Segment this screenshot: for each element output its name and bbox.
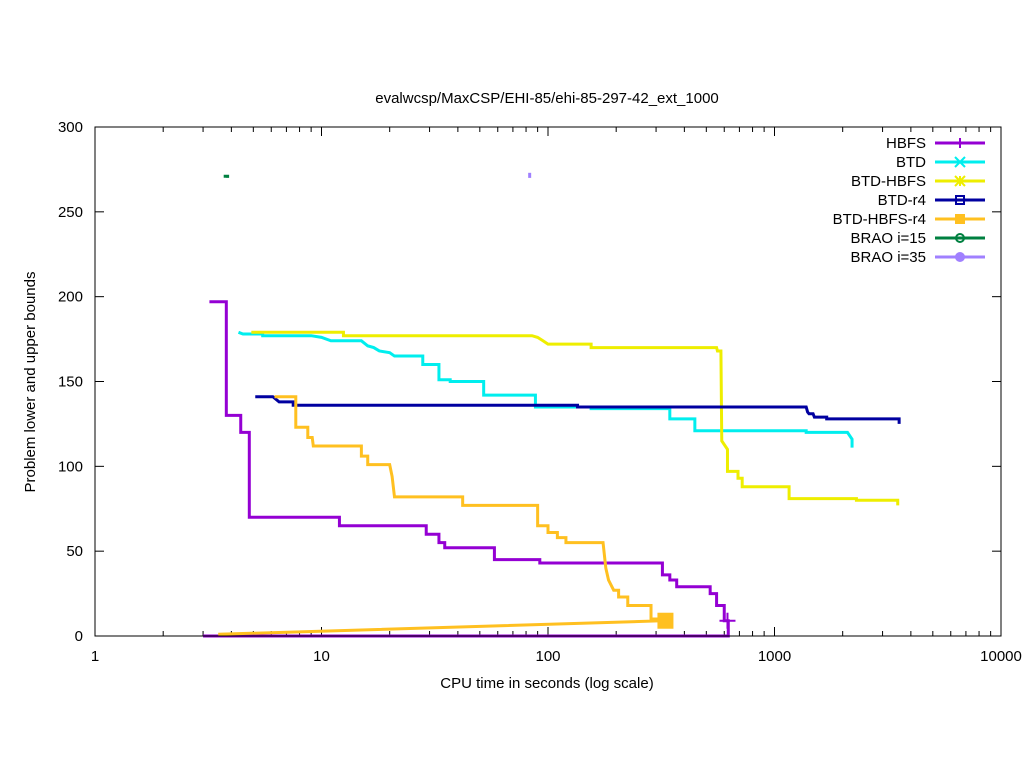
- legend-label-brao-i-35: BRAO i=35: [851, 249, 926, 266]
- y-tick-label: 200: [58, 289, 83, 306]
- chart-title: evalwcsp/MaxCSP/EHI-85/ehi-85-297-42_ext…: [375, 90, 719, 107]
- x-tick-label: 100: [535, 648, 560, 665]
- legend-label-btd: BTD: [896, 154, 926, 171]
- series-line-btd-hbfs: [251, 330, 900, 506]
- legend-label-btd-hbfs: BTD-HBFS: [851, 173, 926, 190]
- legend-label-btd-hbfs-r4: BTD-HBFS-r4: [833, 211, 926, 228]
- series-line-btd-hbfs-r4: [218, 395, 666, 636]
- legend: HBFS BTD BTD-HBFS BTD-r4 BTD-HBFS-r4 BRAO i=1…: [833, 135, 985, 266]
- x-tick-label: 10000: [980, 648, 1022, 665]
- legend-marker-btd-hbfs-r4: [955, 214, 965, 224]
- legend-marker-btd-hbfs: [954, 175, 966, 187]
- y-tick-label: 50: [66, 543, 83, 560]
- series-end-marker-btd-hbfs-r4: [657, 612, 674, 629]
- y-tick-label: 100: [58, 458, 83, 475]
- legend-label-btd-r4: BTD-r4: [878, 192, 926, 209]
- x-tick-label: 1: [91, 648, 99, 665]
- series-end-marker-btd-hbfs-r4-part: [657, 612, 674, 629]
- legend-marker-brao-i-35: [955, 252, 965, 262]
- legend-marker-btd-r4-part: [955, 195, 965, 205]
- y-tick-label: 150: [58, 374, 83, 391]
- legend-marker-btd: [954, 156, 966, 168]
- legend-marker-btd-hbfs-r4-part: [955, 214, 965, 224]
- series-line-hbfs: [203, 300, 730, 638]
- legend-label-brao-i-15: BRAO i=15: [851, 230, 926, 247]
- series-end-marker-hbfs: [719, 612, 736, 629]
- series-layer: [203, 172, 901, 638]
- legend-label-hbfs: HBFS: [886, 135, 926, 152]
- y-axis-label: Problem lower and upper bounds: [22, 272, 39, 493]
- y-tick-label: 250: [58, 204, 83, 221]
- y-tick-label: 300: [58, 119, 83, 136]
- series-line-brao-i-15: [223, 174, 230, 178]
- x-tick-label: 1000: [758, 648, 791, 665]
- legend-marker-btd-part: [954, 156, 966, 168]
- x-axis-label: CPU time in seconds (log scale): [440, 675, 653, 692]
- legend-marker-btd-hbfs-part: [954, 175, 966, 187]
- legend-marker-brao-i-15-part: [955, 233, 965, 243]
- tick-layer: 1 10 100 1000 10000 0 50 100 150 200 250 300: [58, 119, 1022, 665]
- legend-marker-hbfs: [955, 138, 965, 148]
- series-line-btd-r4: [255, 395, 901, 424]
- x-tick-label: 10: [313, 648, 330, 665]
- legend-marker-brao-i-15: [955, 233, 965, 243]
- y-tick-label: 0: [75, 628, 83, 645]
- series-line-btd: [237, 330, 854, 448]
- plot-frame: [94, 126, 1002, 637]
- legend-marker-btd-r4: [955, 195, 965, 205]
- legend-marker-brao-i-35-part: [955, 252, 965, 262]
